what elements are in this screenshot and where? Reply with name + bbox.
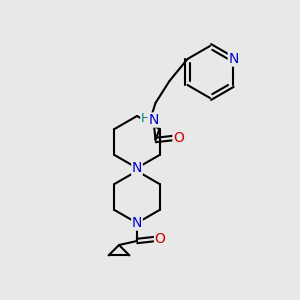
Text: H: H: [141, 112, 150, 124]
Text: N: N: [132, 216, 142, 230]
Text: O: O: [154, 232, 165, 246]
Text: N: N: [148, 113, 159, 127]
Text: O: O: [173, 131, 184, 145]
Text: N: N: [132, 161, 142, 175]
Text: N: N: [228, 52, 239, 66]
